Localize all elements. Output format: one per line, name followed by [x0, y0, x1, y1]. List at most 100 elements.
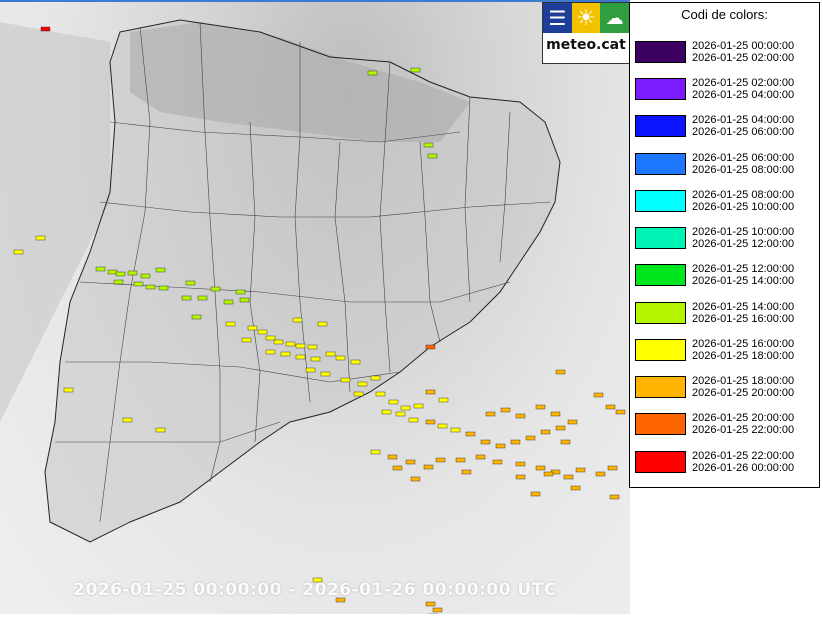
legend-swatch: [635, 451, 686, 473]
lightning-strike-marker: [437, 423, 448, 429]
lightning-strike-marker: [485, 411, 496, 417]
legend-swatch: [635, 339, 686, 361]
legend-range: 2026-01-25 06:00:00 2026-01-25 08:00:00: [692, 152, 794, 176]
legend-item: 2026-01-25 14:00:00 2026-01-25 16:00:00: [634, 298, 816, 331]
lightning-strike-marker: [223, 299, 234, 305]
lightning-strike-marker: [605, 404, 616, 410]
color-legend: Codi de colors: 2026-01-25 00:00:00 2026…: [629, 2, 820, 488]
lightning-strike-marker: [432, 607, 443, 613]
meteocat-logo[interactable]: ☰ ☀ ☁ meteo.cat: [542, 2, 630, 64]
map-canvas: [0, 19, 626, 614]
legend-swatch: [635, 227, 686, 249]
lightning-strike-marker: [575, 467, 586, 473]
lightning-strike-marker: [115, 271, 126, 277]
lightning-strike-marker: [247, 325, 258, 331]
lightning-strikes: [13, 26, 626, 614]
legend-item: 2026-01-25 16:00:00 2026-01-25 18:00:00: [634, 335, 816, 368]
legend-item: 2026-01-25 22:00:00 2026-01-26 00:00:00: [634, 447, 816, 480]
legend-range: 2026-01-25 08:00:00 2026-01-25 10:00:00: [692, 189, 794, 213]
lightning-strike-marker: [40, 26, 51, 32]
range-start: 2026-01-25 12:00:00: [692, 263, 795, 275]
range-start: 2026-01-25 06:00:00: [692, 152, 795, 164]
lightning-strike-marker: [540, 429, 551, 435]
range-end: 2026-01-25 14:00:00: [692, 275, 795, 287]
lightning-strike-marker: [410, 67, 421, 73]
lightning-strike-marker: [280, 351, 291, 357]
legend-item: 2026-01-25 00:00:00 2026-01-25 02:00:00: [634, 37, 816, 70]
lightning-strike-marker: [461, 469, 472, 475]
time-range-overlay: 2026-01-25 00:00:00 - 2026-01-26 00:00:0…: [73, 580, 557, 600]
legend-item: 2026-01-25 06:00:00 2026-01-25 08:00:00: [634, 149, 816, 182]
lightning-strike-marker: [535, 465, 546, 471]
lightning-strike-marker: [295, 343, 306, 349]
legend-swatch: [635, 41, 686, 63]
lightning-strike-marker: [375, 391, 386, 397]
legend-item: 2026-01-25 12:00:00 2026-01-25 14:00:00: [634, 260, 816, 293]
lightning-strike-marker: [595, 471, 606, 477]
legend-range: 2026-01-25 10:00:00 2026-01-25 12:00:00: [692, 226, 794, 250]
lightning-strike-marker: [543, 471, 554, 477]
lightning-strike-marker: [607, 465, 618, 471]
lightning-strike-marker: [425, 419, 436, 425]
legend-item: 2026-01-25 04:00:00 2026-01-25 06:00:00: [634, 111, 816, 144]
lightning-strike-marker: [438, 397, 449, 403]
legend-range: 2026-01-25 14:00:00 2026-01-25 16:00:00: [692, 301, 794, 325]
range-end: 2026-01-25 22:00:00: [692, 424, 795, 436]
lightning-strike-marker: [350, 359, 361, 365]
range-start: 2026-01-25 10:00:00: [692, 226, 795, 238]
legend-range: 2026-01-25 20:00:00 2026-01-25 22:00:00: [692, 412, 794, 436]
lightning-strike-marker: [515, 461, 526, 467]
range-end: 2026-01-25 12:00:00: [692, 238, 795, 250]
lightning-strike-marker: [492, 459, 503, 465]
lightning-strike-marker: [609, 494, 620, 500]
lightning-strike-marker: [555, 369, 566, 375]
legend-range: 2026-01-25 12:00:00 2026-01-25 14:00:00: [692, 263, 794, 287]
range-start: 2026-01-25 18:00:00: [692, 375, 795, 387]
range-end: 2026-01-25 06:00:00: [692, 126, 795, 138]
lightning-strike-marker: [555, 425, 566, 431]
lightning-strike-marker: [63, 387, 74, 393]
lightning-strike-marker: [317, 321, 328, 327]
lightning-strike-marker: [392, 465, 403, 471]
legend-range: 2026-01-25 18:00:00 2026-01-25 20:00:00: [692, 375, 794, 399]
lightning-strike-marker: [615, 409, 626, 415]
lightning-strike-marker: [480, 439, 491, 445]
logo-text: meteo.cat: [546, 37, 626, 53]
legend-swatch: [635, 413, 686, 435]
legend-range: 2026-01-25 22:00:00 2026-01-26 00:00:00: [692, 450, 794, 474]
range-end: 2026-01-25 02:00:00: [692, 52, 795, 64]
lightning-strike-marker: [13, 249, 24, 255]
terrain-aragon: [0, 22, 110, 422]
lightning-strike-marker: [425, 601, 436, 607]
lightning-strike-marker: [335, 597, 346, 603]
lightning-strike-marker: [335, 355, 346, 361]
sun-icon: ☀: [571, 3, 601, 33]
range-start: 2026-01-25 14:00:00: [692, 301, 795, 313]
lightning-strike-marker: [295, 354, 306, 360]
range-start: 2026-01-25 16:00:00: [692, 338, 795, 350]
lightning-strike-marker: [107, 269, 118, 275]
lightning-strike-marker: [530, 491, 541, 497]
lightning-strike-marker: [515, 413, 526, 419]
lightning-strike-marker: [307, 344, 318, 350]
legend-item: 2026-01-25 02:00:00 2026-01-25 04:00:00: [634, 74, 816, 107]
lightning-strike-marker: [320, 371, 331, 377]
lightning-strike-marker: [515, 474, 526, 480]
lightning-strike-marker: [367, 70, 378, 76]
lightning-strike-marker: [567, 419, 578, 425]
lightning-strike-marker: [191, 314, 202, 320]
lightning-strike-marker: [273, 339, 284, 345]
lightning-strike-marker: [413, 403, 424, 409]
legend-item: 2026-01-25 08:00:00 2026-01-25 10:00:00: [634, 186, 816, 219]
legend-swatch: [635, 264, 686, 286]
range-start: 2026-01-25 08:00:00: [692, 189, 795, 201]
lightning-map: 2026-01-25 00:00:00 - 2026-01-26 00:00:0…: [0, 0, 630, 614]
lightning-strike-marker: [593, 392, 604, 398]
lightning-strike-marker: [425, 344, 436, 350]
lightning-strike-marker: [370, 449, 381, 455]
lightning-strike-marker: [155, 427, 166, 433]
lightning-strike-marker: [353, 391, 364, 397]
legend-range: 2026-01-25 00:00:00 2026-01-25 02:00:00: [692, 40, 794, 64]
legend-range: 2026-01-25 02:00:00 2026-01-25 04:00:00: [692, 77, 794, 101]
lightning-strike-marker: [560, 439, 571, 445]
